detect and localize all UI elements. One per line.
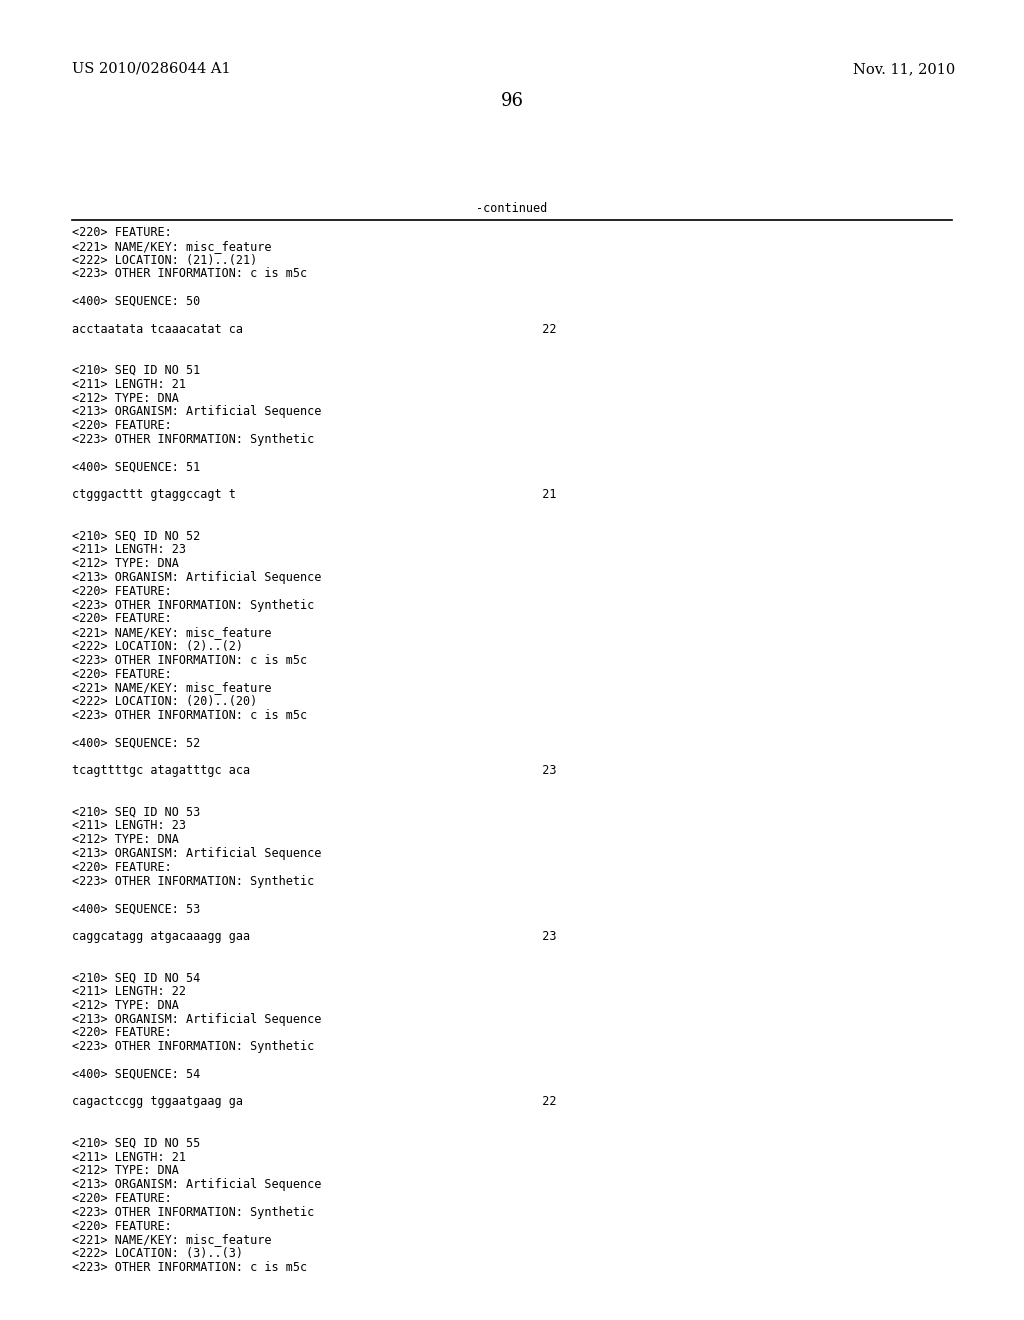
Text: <222> LOCATION: (3)..(3): <222> LOCATION: (3)..(3): [72, 1247, 243, 1261]
Text: <223> OTHER INFORMATION: c is m5c: <223> OTHER INFORMATION: c is m5c: [72, 1261, 307, 1274]
Text: <212> TYPE: DNA: <212> TYPE: DNA: [72, 1164, 179, 1177]
Text: <400> SEQUENCE: 51: <400> SEQUENCE: 51: [72, 461, 201, 474]
Text: <223> OTHER INFORMATION: Synthetic: <223> OTHER INFORMATION: Synthetic: [72, 598, 314, 611]
Text: <213> ORGANISM: Artificial Sequence: <213> ORGANISM: Artificial Sequence: [72, 405, 322, 418]
Text: <223> OTHER INFORMATION: c is m5c: <223> OTHER INFORMATION: c is m5c: [72, 709, 307, 722]
Text: <212> TYPE: DNA: <212> TYPE: DNA: [72, 999, 179, 1012]
Text: <212> TYPE: DNA: <212> TYPE: DNA: [72, 557, 179, 570]
Text: <223> OTHER INFORMATION: Synthetic: <223> OTHER INFORMATION: Synthetic: [72, 1040, 314, 1053]
Text: Nov. 11, 2010: Nov. 11, 2010: [853, 62, 955, 77]
Text: <213> ORGANISM: Artificial Sequence: <213> ORGANISM: Artificial Sequence: [72, 1179, 322, 1191]
Text: <220> FEATURE:: <220> FEATURE:: [72, 861, 172, 874]
Text: <211> LENGTH: 23: <211> LENGTH: 23: [72, 820, 186, 833]
Text: <210> SEQ ID NO 54: <210> SEQ ID NO 54: [72, 972, 201, 985]
Text: <213> ORGANISM: Artificial Sequence: <213> ORGANISM: Artificial Sequence: [72, 572, 322, 583]
Text: <221> NAME/KEY: misc_feature: <221> NAME/KEY: misc_feature: [72, 240, 271, 253]
Text: <211> LENGTH: 21: <211> LENGTH: 21: [72, 378, 186, 391]
Text: <222> LOCATION: (21)..(21): <222> LOCATION: (21)..(21): [72, 253, 257, 267]
Text: 96: 96: [501, 92, 523, 110]
Text: <212> TYPE: DNA: <212> TYPE: DNA: [72, 392, 179, 405]
Text: ctgggacttt gtaggccagt t                                           21: ctgggacttt gtaggccagt t 21: [72, 488, 556, 502]
Text: <222> LOCATION: (20)..(20): <222> LOCATION: (20)..(20): [72, 696, 257, 709]
Text: <220> FEATURE:: <220> FEATURE:: [72, 668, 172, 681]
Text: <223> OTHER INFORMATION: Synthetic: <223> OTHER INFORMATION: Synthetic: [72, 433, 314, 446]
Text: <400> SEQUENCE: 54: <400> SEQUENCE: 54: [72, 1068, 201, 1081]
Text: <223> OTHER INFORMATION: Synthetic: <223> OTHER INFORMATION: Synthetic: [72, 1205, 314, 1218]
Text: <210> SEQ ID NO 51: <210> SEQ ID NO 51: [72, 364, 201, 378]
Text: -continued: -continued: [476, 202, 548, 215]
Text: <213> ORGANISM: Artificial Sequence: <213> ORGANISM: Artificial Sequence: [72, 1012, 322, 1026]
Text: <211> LENGTH: 23: <211> LENGTH: 23: [72, 544, 186, 557]
Text: <220> FEATURE:: <220> FEATURE:: [72, 585, 172, 598]
Text: caggcatagg atgacaaagg gaa                                         23: caggcatagg atgacaaagg gaa 23: [72, 929, 556, 942]
Text: <400> SEQUENCE: 50: <400> SEQUENCE: 50: [72, 294, 201, 308]
Text: acctaatata tcaaacatat ca                                          22: acctaatata tcaaacatat ca 22: [72, 322, 556, 335]
Text: <211> LENGTH: 21: <211> LENGTH: 21: [72, 1151, 186, 1164]
Text: <210> SEQ ID NO 52: <210> SEQ ID NO 52: [72, 529, 201, 543]
Text: <212> TYPE: DNA: <212> TYPE: DNA: [72, 833, 179, 846]
Text: <221> NAME/KEY: misc_feature: <221> NAME/KEY: misc_feature: [72, 681, 271, 694]
Text: <400> SEQUENCE: 53: <400> SEQUENCE: 53: [72, 902, 201, 915]
Text: <223> OTHER INFORMATION: c is m5c: <223> OTHER INFORMATION: c is m5c: [72, 268, 307, 280]
Text: <220> FEATURE:: <220> FEATURE:: [72, 1192, 172, 1205]
Text: <210> SEQ ID NO 53: <210> SEQ ID NO 53: [72, 805, 201, 818]
Text: <220> FEATURE:: <220> FEATURE:: [72, 1220, 172, 1233]
Text: <222> LOCATION: (2)..(2): <222> LOCATION: (2)..(2): [72, 640, 243, 653]
Text: <221> NAME/KEY: misc_feature: <221> NAME/KEY: misc_feature: [72, 626, 271, 639]
Text: <223> OTHER INFORMATION: Synthetic: <223> OTHER INFORMATION: Synthetic: [72, 875, 314, 887]
Text: <211> LENGTH: 22: <211> LENGTH: 22: [72, 985, 186, 998]
Text: tcagttttgc atagatttgc aca                                         23: tcagttttgc atagatttgc aca 23: [72, 764, 556, 777]
Text: US 2010/0286044 A1: US 2010/0286044 A1: [72, 62, 230, 77]
Text: <220> FEATURE:: <220> FEATURE:: [72, 420, 172, 432]
Text: <220> FEATURE:: <220> FEATURE:: [72, 612, 172, 626]
Text: <221> NAME/KEY: misc_feature: <221> NAME/KEY: misc_feature: [72, 1233, 271, 1246]
Text: cagactccgg tggaatgaag ga                                          22: cagactccgg tggaatgaag ga 22: [72, 1096, 556, 1109]
Text: <220> FEATURE:: <220> FEATURE:: [72, 1027, 172, 1039]
Text: <220> FEATURE:: <220> FEATURE:: [72, 226, 172, 239]
Text: <400> SEQUENCE: 52: <400> SEQUENCE: 52: [72, 737, 201, 750]
Text: <210> SEQ ID NO 55: <210> SEQ ID NO 55: [72, 1137, 201, 1150]
Text: <213> ORGANISM: Artificial Sequence: <213> ORGANISM: Artificial Sequence: [72, 847, 322, 861]
Text: <223> OTHER INFORMATION: c is m5c: <223> OTHER INFORMATION: c is m5c: [72, 653, 307, 667]
